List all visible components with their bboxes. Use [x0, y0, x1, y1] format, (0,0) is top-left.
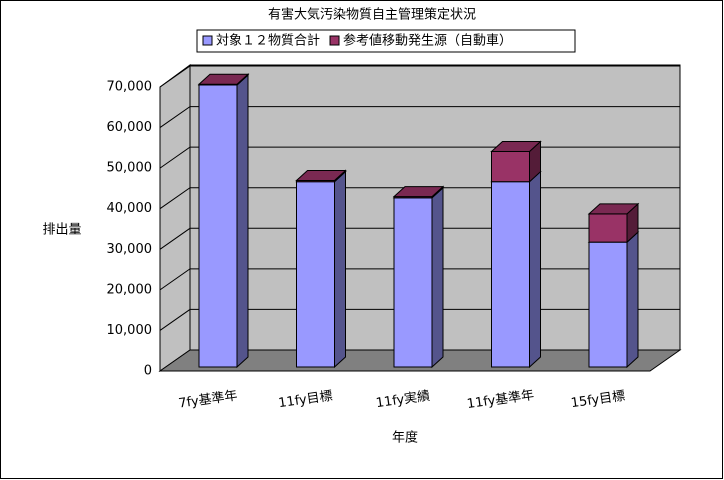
bar-side	[626, 230, 639, 369]
y-tick-label: 60,000	[107, 120, 153, 135]
y-tick-label: 40,000	[107, 201, 153, 216]
y-tick-label: 50,000	[107, 161, 153, 176]
x-axis-label: 年度	[392, 430, 418, 446]
bar-side	[431, 186, 444, 369]
grid-line	[159, 106, 680, 128]
side-wall	[159, 64, 191, 372]
bar-top	[587, 203, 640, 215]
bar-top	[197, 73, 250, 85]
bar	[198, 84, 238, 368]
y-tick-label: 10,000	[107, 323, 153, 338]
bar-top	[392, 186, 445, 198]
grid-line	[159, 65, 680, 88]
bar	[491, 150, 530, 183]
y-tick-label: 0	[144, 364, 152, 379]
legend-swatch	[202, 35, 213, 46]
bar	[588, 213, 628, 243]
bar	[296, 181, 335, 368]
x-tick-label: 11fy実績	[375, 388, 431, 411]
y-tick-label: 70,000	[107, 80, 153, 95]
y-axis-label: 排出量	[42, 223, 81, 238]
bar-top	[490, 140, 542, 152]
y-tick-label: 30,000	[107, 242, 153, 257]
bar	[393, 197, 433, 368]
legend-label: 対象１２物質合計	[216, 33, 320, 49]
bar-side	[236, 73, 249, 369]
bar-side	[334, 170, 346, 369]
bar	[491, 181, 530, 368]
bar-side	[529, 170, 541, 369]
bar-top	[295, 169, 347, 181]
y-tick-label: 20,000	[107, 282, 153, 297]
bar	[588, 241, 628, 368]
legend-swatch	[329, 35, 340, 46]
chart-title: 有害大気汚染物質自主管理策定状況	[268, 7, 476, 23]
legend-label: 参考値移動発生源（自動車）	[343, 33, 512, 49]
legend	[196, 29, 576, 53]
